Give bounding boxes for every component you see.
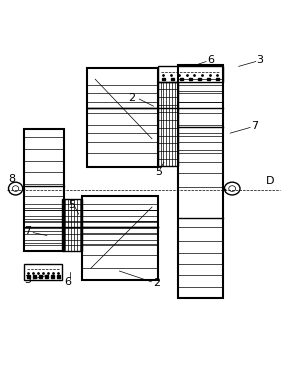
- Bar: [39, 276, 42, 278]
- Bar: [158, 66, 223, 82]
- Bar: [24, 129, 64, 251]
- Bar: [45, 276, 48, 278]
- Bar: [63, 198, 82, 251]
- Text: 2: 2: [154, 278, 161, 288]
- Text: 5: 5: [68, 200, 75, 210]
- Bar: [178, 65, 223, 298]
- Text: 6: 6: [65, 277, 72, 287]
- Text: 5: 5: [156, 167, 163, 177]
- Bar: [198, 78, 201, 81]
- Bar: [27, 276, 30, 278]
- Bar: [87, 68, 158, 167]
- Bar: [33, 276, 36, 278]
- Bar: [171, 78, 174, 81]
- Bar: [180, 78, 183, 81]
- Text: 7: 7: [24, 226, 31, 236]
- Text: 3: 3: [257, 55, 263, 65]
- Text: 3: 3: [24, 276, 31, 285]
- Bar: [158, 82, 178, 166]
- Bar: [24, 264, 63, 280]
- Text: D: D: [266, 176, 274, 187]
- Text: 2: 2: [129, 93, 136, 103]
- Bar: [216, 78, 219, 81]
- Bar: [51, 276, 54, 278]
- Text: 8: 8: [9, 174, 16, 184]
- Text: 6: 6: [207, 55, 214, 65]
- Bar: [82, 196, 158, 280]
- Bar: [207, 78, 210, 81]
- Bar: [162, 78, 165, 81]
- Bar: [189, 78, 192, 81]
- Bar: [57, 276, 60, 278]
- Text: 7: 7: [251, 121, 258, 131]
